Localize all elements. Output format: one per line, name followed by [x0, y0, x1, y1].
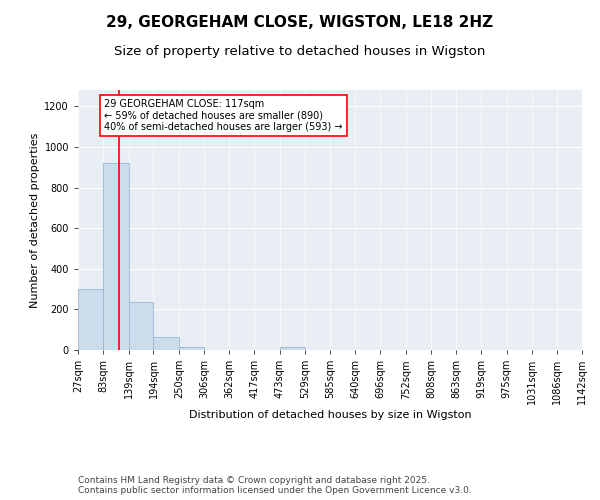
Bar: [179, 347, 204, 350]
Bar: [128, 302, 154, 350]
Y-axis label: Number of detached properties: Number of detached properties: [30, 132, 40, 308]
Text: 29, GEORGEHAM CLOSE, WIGSTON, LE18 2HZ: 29, GEORGEHAM CLOSE, WIGSTON, LE18 2HZ: [106, 15, 494, 30]
Text: Contains HM Land Registry data © Crown copyright and database right 2025.
Contai: Contains HM Land Registry data © Crown c…: [78, 476, 472, 495]
X-axis label: Distribution of detached houses by size in Wigston: Distribution of detached houses by size …: [188, 410, 472, 420]
Bar: [280, 347, 305, 350]
Bar: [78, 289, 103, 350]
Bar: [154, 337, 179, 350]
Text: 29 GEORGEHAM CLOSE: 117sqm
← 59% of detached houses are smaller (890)
40% of sem: 29 GEORGEHAM CLOSE: 117sqm ← 59% of deta…: [104, 99, 343, 132]
Text: Size of property relative to detached houses in Wigston: Size of property relative to detached ho…: [115, 45, 485, 58]
Bar: [103, 163, 128, 350]
